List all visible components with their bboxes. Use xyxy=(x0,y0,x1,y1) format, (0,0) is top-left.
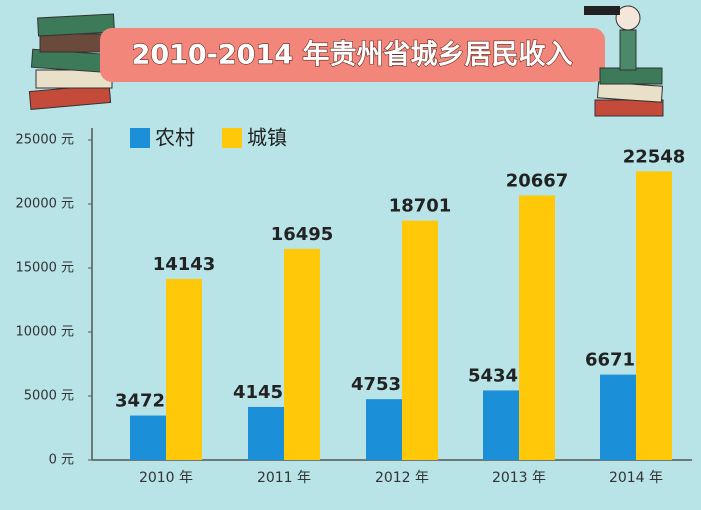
value-label: 16495 xyxy=(271,224,334,245)
bar xyxy=(248,406,284,460)
x-tick-label: 2014 年 xyxy=(609,470,663,486)
x-tick-label: 2010 年 xyxy=(139,470,193,486)
books-right xyxy=(584,5,664,117)
value-label: 14143 xyxy=(153,254,216,275)
value-label: 20667 xyxy=(506,170,569,191)
title-banner xyxy=(100,28,605,82)
legend-swatch xyxy=(222,128,242,148)
y-tick-label: 10000 元 xyxy=(16,325,75,340)
bar xyxy=(366,399,402,460)
bar xyxy=(166,278,202,460)
y-tick-label: 15000 元 xyxy=(16,261,75,276)
x-tick-label: 2012 年 xyxy=(375,470,429,486)
bar xyxy=(636,171,672,460)
bar xyxy=(284,248,320,460)
value-label: 4145 xyxy=(233,382,283,403)
y-tick-label: 5000 元 xyxy=(24,389,74,404)
value-label: 18701 xyxy=(389,196,452,217)
bar xyxy=(402,220,438,460)
legend-swatch xyxy=(130,128,150,148)
bar xyxy=(483,390,519,460)
value-label: 6671 xyxy=(585,350,635,371)
y-tick-label: 20000 元 xyxy=(16,197,75,212)
value-label: 3472 xyxy=(115,391,165,412)
x-tick-label: 2011 年 xyxy=(257,470,311,486)
bar xyxy=(519,195,555,460)
bar xyxy=(130,415,166,460)
bar xyxy=(600,374,636,460)
y-tick-label: 0 元 xyxy=(49,453,74,468)
legend-label: 农村 xyxy=(155,126,195,150)
chart-title: 2010-2014 年贵州省城乡居民收入 xyxy=(132,39,573,71)
x-tick-label: 2013 年 xyxy=(492,470,546,486)
y-tick-label: 25000 元 xyxy=(16,133,75,148)
value-label: 5434 xyxy=(468,365,518,386)
legend-label: 城镇 xyxy=(247,126,287,150)
value-label: 22548 xyxy=(623,146,686,167)
value-label: 4753 xyxy=(351,374,401,395)
